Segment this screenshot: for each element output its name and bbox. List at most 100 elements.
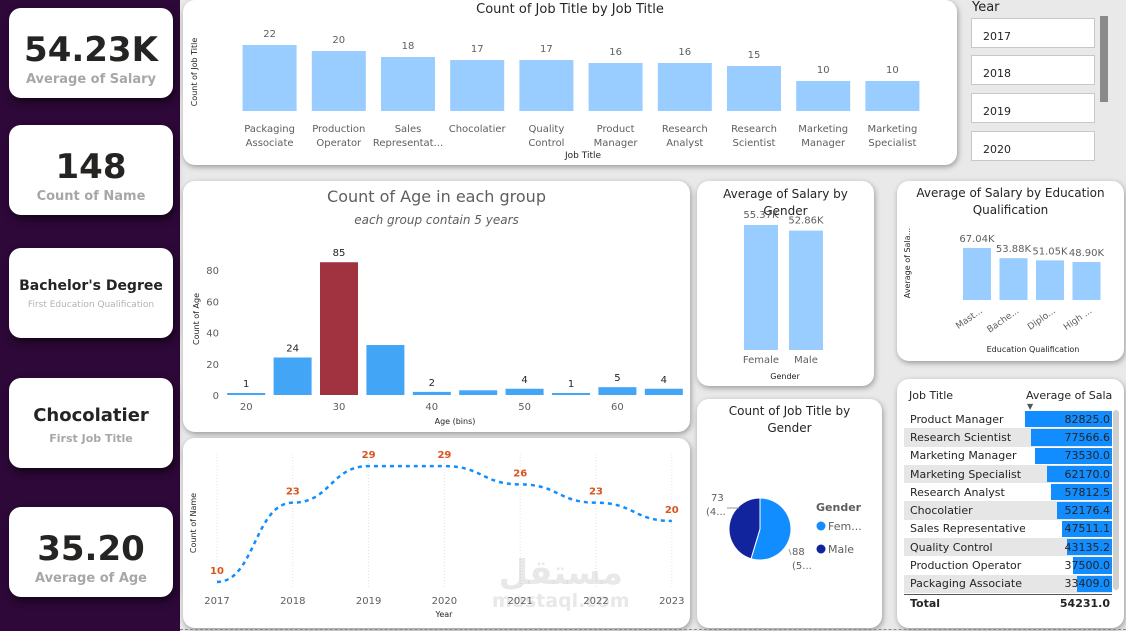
bar-data-label: 5 [614, 373, 620, 384]
gender-pie-chart: 88 (5... 73 (4... Gender Fem... Male [706, 493, 862, 572]
bar-data-label: 18 [402, 41, 415, 52]
x-axis-title: Age (bins) [435, 417, 476, 426]
salary-data-bar [1034, 447, 1112, 464]
point-data-label: 23 [589, 487, 603, 498]
y-tick-label: 0 [213, 391, 219, 402]
x-axis-title: Education Qualification [987, 345, 1080, 354]
bar-data-label: 24 [286, 344, 299, 355]
kpi-value: Bachelor's Degree [19, 278, 163, 294]
table-row[interactable]: Marketing Specialist 62170.0 [904, 464, 1112, 484]
label-leader-line [788, 548, 792, 556]
bar-data-label: 67.04K [959, 234, 995, 245]
table-row[interactable]: Sales Representative 47511.1 [904, 520, 1112, 538]
point-data-label: 23 [286, 487, 300, 498]
bar-data-label: 85 [333, 248, 346, 259]
table-row[interactable]: Marketing Manager 73530.0 [904, 447, 1112, 465]
legend-marker [816, 544, 826, 554]
bar-data-label: 4 [661, 375, 667, 386]
education-salary-bar [1072, 262, 1101, 300]
kpi-card-first-education: Bachelor's Degree First Education Qualif… [9, 248, 173, 338]
chart-title-line-1: Count of Job Title by [728, 404, 851, 418]
bar-data-label: 51.05K [1032, 246, 1068, 257]
job-title-bar [865, 81, 920, 111]
job-title-chart-panel: Count of Job Title by Job Title 22 Packag… [183, 0, 957, 165]
age-bin-bar [412, 391, 451, 395]
bar-data-label: 1 [243, 379, 249, 390]
table-row[interactable]: Research Analyst 57812.5 [904, 483, 1112, 501]
salary-value: 62170.0 [1064, 467, 1111, 481]
x-tick-label: Manager [594, 138, 639, 149]
kpi-card-first-job-title: Chocolatier First Job Title [9, 378, 173, 468]
age-bin-bar [459, 390, 498, 395]
table-row[interactable]: Quality Control 43135.2 [904, 538, 1112, 557]
job-title-cell: Production Operator [910, 559, 1022, 573]
sort-arrow-icon[interactable]: ▼ [1027, 402, 1034, 411]
salary-cell: 43135.2 [1025, 538, 1112, 557]
table-header-job-title[interactable]: Job Title [909, 389, 954, 402]
year-slicer-item[interactable]: 2017 [971, 18, 1095, 48]
x-tick-label: Quality [529, 124, 565, 135]
salary-cell: 82825.0 [1025, 410, 1112, 428]
kpi-value: 35.20 [37, 529, 145, 569]
y-axis-title: Count of Job Title [190, 38, 199, 107]
x-tick-label: High ... [1062, 306, 1094, 333]
salary-cell: 73530.0 [1025, 447, 1112, 465]
table-row[interactable]: Production Operator 37500.0 [904, 556, 1112, 574]
table-row[interactable]: Chocolatier 52176.4 [904, 501, 1112, 520]
bar-data-label: 4 [521, 375, 527, 386]
salary-cell: 77566.6 [1025, 428, 1112, 447]
watermark-latin: mostaql.com [492, 590, 630, 612]
year-slicer-item[interactable]: 2020 [971, 131, 1095, 161]
x-tick-label: Scientist [733, 138, 776, 149]
salary-value: 57812.5 [1064, 485, 1111, 499]
x-tick-label: Male [794, 355, 818, 366]
table-total-label: Total [910, 597, 941, 610]
age-bin-bar [598, 387, 637, 395]
year-slicer-item[interactable]: 2019 [971, 93, 1095, 123]
year-slicer-scrollbar[interactable] [1100, 16, 1108, 102]
x-tick-label: 2020 [432, 596, 457, 607]
job-title-cell: Research Analyst [910, 485, 1005, 499]
table-total-divider [904, 594, 1112, 595]
salary-cell: 37500.0 [1025, 556, 1112, 574]
table-row[interactable]: Product Manager 82825.0 [904, 410, 1112, 428]
job-title-bar [796, 81, 851, 111]
education-salary-bar [963, 247, 991, 300]
bar-data-label: 2 [429, 378, 435, 389]
table-scrollbar[interactable] [1113, 410, 1119, 590]
job-title-cell: Quality Control [904, 538, 1025, 557]
salary-value: 52176.4 [1064, 504, 1111, 518]
job-title-bar [311, 51, 366, 111]
x-tick-label: 2019 [356, 596, 381, 607]
kpi-value: Chocolatier [33, 405, 149, 426]
job-title-bar-chart: 22 Packaging Associate 20 Production Operator… [190, 29, 920, 161]
bar-data-label: 55.37K [743, 210, 779, 221]
salary-data-bar [1072, 557, 1112, 574]
bar-data-label: 1 [568, 379, 574, 390]
bottom-border [180, 629, 1126, 630]
watermark-arabic: مستقل [498, 553, 623, 593]
salary-cell: 57812.5 [1025, 483, 1112, 501]
age-bin-bar [644, 388, 683, 395]
table-header-average-salary[interactable]: Average of Salar [1026, 389, 1112, 402]
bar-data-label: 22 [263, 29, 276, 40]
salary-data-bar [1030, 429, 1112, 446]
job-title-bar [450, 60, 505, 111]
kpi-label: Count of Name [36, 189, 146, 204]
kpi-label: Average of Salary [25, 72, 157, 87]
x-tick-label: Packaging [244, 124, 295, 135]
table-row[interactable]: Research Scientist 77566.6 [904, 428, 1112, 447]
education-salary-bar [999, 258, 1028, 300]
chart-title-line-1: Average of Salary by Education [916, 186, 1105, 200]
y-tick-label: 80 [206, 266, 219, 277]
point-data-label: 26 [513, 468, 527, 479]
x-tick-label: Mast... [954, 306, 984, 331]
year-slicer-item[interactable]: 2018 [971, 55, 1095, 85]
gender-salary-bar-chart: 55.37K Female 52.86K Male Gender [743, 210, 824, 381]
y-tick-label: 40 [206, 329, 219, 340]
bar-data-label: 20 [332, 35, 345, 46]
slice-data-label: 88 [792, 547, 805, 558]
salary-value: 37500.0 [1064, 559, 1111, 573]
year-line-chart-panel: 2017 2018 2019 2020 2021 2022 2023 10 23 29 29 26 23… [183, 438, 690, 628]
table-row[interactable]: Packaging Associate 33409.0 [904, 574, 1112, 593]
